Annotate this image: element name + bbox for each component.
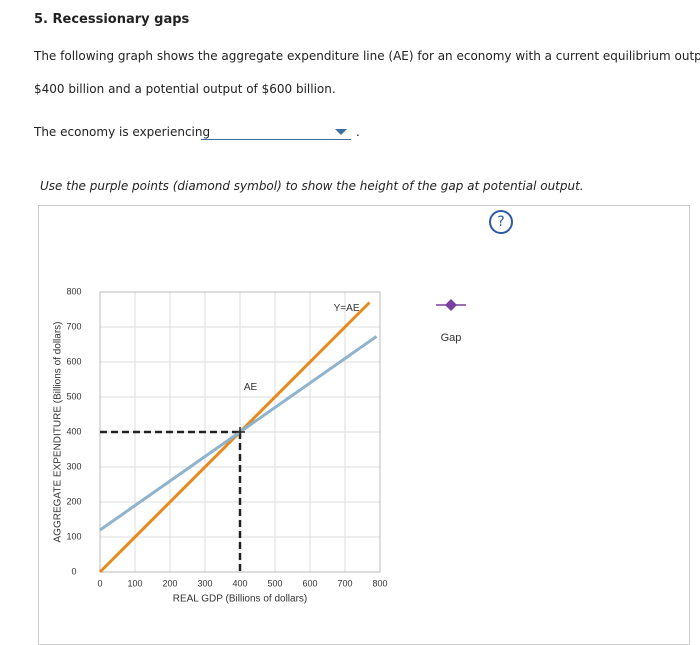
y-tick-label: 500 (66, 391, 81, 401)
series-line (99, 335, 378, 532)
x-tick-label: 600 (302, 578, 317, 588)
series-label: Y=AE (334, 303, 360, 314)
y-tick-label: 300 (66, 461, 81, 471)
y-tick-label: 100 (66, 531, 81, 541)
y-tick-label: 800 (66, 286, 81, 296)
x-tick-label: 400 (232, 578, 247, 588)
intro-line: The following graph shows the aggregate … (34, 49, 700, 63)
series-label: AE (244, 382, 258, 393)
y-axis-label: AGGREGATE EXPENDITURE (Billions of dolla… (53, 322, 64, 543)
help-button[interactable]: ? (489, 210, 513, 234)
intro-line: $400 billion and a potential output of $… (34, 82, 336, 96)
instruction: Use the purple points (diamond symbol) t… (40, 179, 584, 193)
title: 5. Recessionary gaps (34, 12, 190, 27)
legend-label: Gap (441, 332, 462, 344)
x-tick-label: 800 (372, 578, 387, 588)
crosshair (235, 427, 245, 437)
legend-diamond[interactable] (445, 299, 457, 311)
x-tick-label: 100 (127, 578, 142, 588)
prompt: The economy is experiencing (34, 125, 211, 139)
x-tick-label: 500 (267, 578, 282, 588)
y-tick-label: 400 (66, 426, 81, 436)
y-tick-label: 600 (66, 356, 81, 366)
prompt-end: . (356, 125, 360, 139)
y-tick-label: 700 (66, 321, 81, 331)
dropdown-arrow (335, 129, 347, 135)
dropdown[interactable] (201, 124, 351, 140)
y-tick-label: 200 (66, 496, 81, 506)
x-tick-label: 300 (197, 578, 212, 588)
y-tick-label: 0 (71, 566, 76, 576)
x-axis-label: REAL GDP (Billions of dollars) (173, 594, 308, 605)
x-tick-label: 200 (162, 578, 177, 588)
x-tick-label: 700 (337, 578, 352, 588)
x-tick-label: 0 (97, 578, 102, 588)
